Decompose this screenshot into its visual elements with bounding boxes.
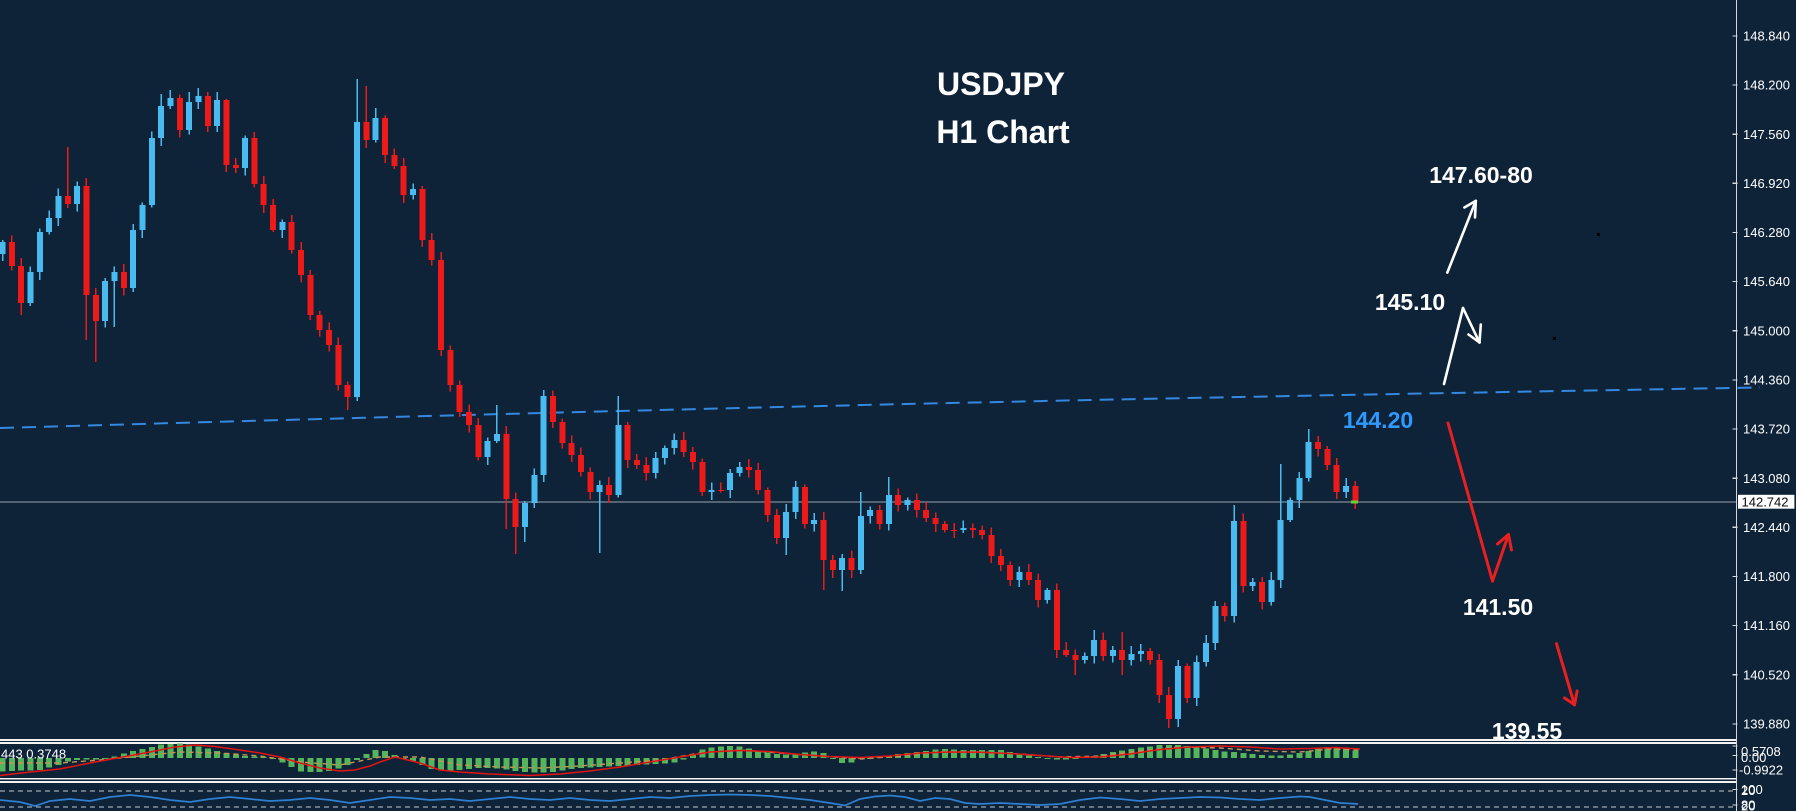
svg-text:H1 Chart: H1 Chart bbox=[936, 114, 1070, 150]
svg-text:141.50: 141.50 bbox=[1463, 594, 1533, 620]
svg-text:USDJPY: USDJPY bbox=[937, 66, 1065, 102]
svg-text:145.10: 145.10 bbox=[1375, 289, 1445, 315]
svg-text:20: 20 bbox=[1741, 783, 1755, 798]
svg-text:144.360: 144.360 bbox=[1743, 373, 1790, 388]
svg-text:142.742: 142.742 bbox=[1742, 495, 1789, 510]
svg-text:142.440: 142.440 bbox=[1743, 520, 1790, 535]
svg-text:144.20: 144.20 bbox=[1343, 407, 1413, 433]
svg-text:80: 80 bbox=[1741, 798, 1755, 811]
svg-text:145.000: 145.000 bbox=[1743, 323, 1790, 338]
svg-text:100: 100 bbox=[1741, 782, 1763, 797]
svg-text:145.640: 145.640 bbox=[1743, 274, 1790, 289]
svg-text:141.800: 141.800 bbox=[1743, 569, 1790, 584]
svg-text:148.840: 148.840 bbox=[1743, 29, 1790, 44]
svg-text:139.880: 139.880 bbox=[1743, 717, 1790, 732]
svg-text:139.55: 139.55 bbox=[1492, 718, 1563, 744]
svg-text:146.920: 146.920 bbox=[1743, 176, 1790, 191]
svg-text:0.00: 0.00 bbox=[1741, 750, 1766, 765]
svg-text:140.520: 140.520 bbox=[1743, 667, 1790, 682]
svg-text:443 0.3748: 443 0.3748 bbox=[1, 747, 66, 762]
svg-text:20: 20 bbox=[1741, 798, 1755, 811]
svg-text:146.280: 146.280 bbox=[1743, 225, 1790, 240]
svg-text:141.160: 141.160 bbox=[1743, 618, 1790, 633]
svg-text:0.5708: 0.5708 bbox=[1741, 744, 1781, 759]
svg-text:148.200: 148.200 bbox=[1743, 78, 1790, 93]
svg-text:147.560: 147.560 bbox=[1743, 127, 1790, 142]
svg-text:-0.9922: -0.9922 bbox=[1739, 763, 1783, 778]
svg-text:143.720: 143.720 bbox=[1743, 422, 1790, 437]
svg-text:143.080: 143.080 bbox=[1743, 471, 1790, 486]
svg-text:147.60-80: 147.60-80 bbox=[1429, 162, 1533, 188]
